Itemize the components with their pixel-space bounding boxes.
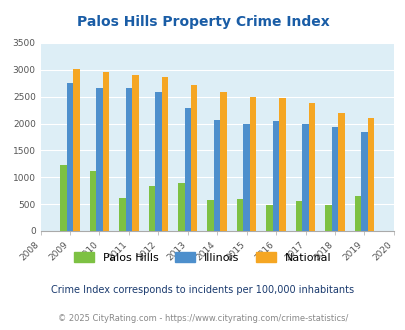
Bar [237,199,243,231]
Bar [367,118,373,231]
Bar [148,186,155,231]
Bar [190,85,197,231]
Bar [272,121,279,231]
Bar [266,205,272,231]
Legend: Palos Hills, Illinois, National: Palos Hills, Illinois, National [68,247,337,268]
Bar [90,171,96,231]
Bar [67,83,73,231]
Bar [213,120,220,231]
Bar [184,108,190,231]
Bar [308,103,314,231]
Bar [295,201,302,231]
Bar [207,200,213,231]
Bar [73,69,79,231]
Bar [331,127,337,231]
Bar [249,97,256,231]
Bar [178,182,184,231]
Bar [60,165,67,231]
Bar [302,123,308,231]
Bar [354,196,360,231]
Bar [360,132,367,231]
Bar [96,87,102,231]
Text: © 2025 CityRating.com - https://www.cityrating.com/crime-statistics/: © 2025 CityRating.com - https://www.city… [58,314,347,323]
Text: Crime Index corresponds to incidents per 100,000 inhabitants: Crime Index corresponds to incidents per… [51,285,354,295]
Bar [220,92,226,231]
Bar [324,205,331,231]
Bar [119,198,126,231]
Bar [279,98,285,231]
Bar [126,87,132,231]
Bar [132,75,138,231]
Bar [243,124,249,231]
Bar [102,73,109,231]
Text: Palos Hills Property Crime Index: Palos Hills Property Crime Index [77,15,328,29]
Bar [161,77,168,231]
Bar [155,92,161,231]
Bar [337,113,344,231]
